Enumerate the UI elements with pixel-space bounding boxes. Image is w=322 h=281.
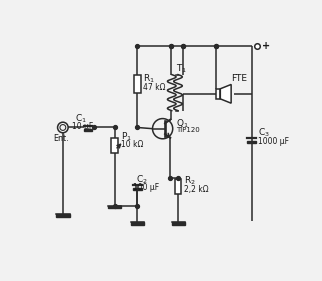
Bar	[215, 89, 220, 99]
Text: Ent.: Ent.	[53, 134, 69, 143]
Bar	[247, 141, 256, 143]
Text: 2,2 kΩ: 2,2 kΩ	[184, 185, 208, 194]
Bar	[111, 138, 118, 153]
Text: R$_2$: R$_2$	[184, 175, 195, 187]
Text: R$_1$: R$_1$	[143, 73, 155, 85]
Text: +: +	[262, 41, 270, 51]
Text: C$_1$: C$_1$	[75, 112, 87, 124]
Bar	[108, 206, 121, 209]
Text: 1000 μF: 1000 μF	[258, 137, 289, 146]
Polygon shape	[220, 85, 231, 103]
Text: Q$_1$: Q$_1$	[176, 117, 188, 130]
Bar	[131, 223, 144, 225]
Bar	[56, 214, 70, 217]
Bar	[175, 178, 182, 194]
Text: 100 μF: 100 μF	[133, 183, 159, 192]
Text: P$_1$: P$_1$	[121, 131, 132, 143]
Bar	[172, 223, 185, 225]
Text: T$_1$: T$_1$	[176, 62, 187, 75]
Bar	[84, 129, 92, 131]
Text: TIP120: TIP120	[176, 127, 200, 133]
Text: C$_3$: C$_3$	[258, 126, 270, 139]
Bar	[133, 188, 142, 189]
Bar	[134, 75, 141, 93]
Text: 47 kΩ: 47 kΩ	[143, 83, 165, 92]
Text: 10 kΩ: 10 kΩ	[121, 140, 144, 149]
Text: 10 μF: 10 μF	[72, 122, 94, 131]
Text: FTE: FTE	[231, 74, 247, 83]
Text: C$_2$: C$_2$	[136, 173, 148, 186]
